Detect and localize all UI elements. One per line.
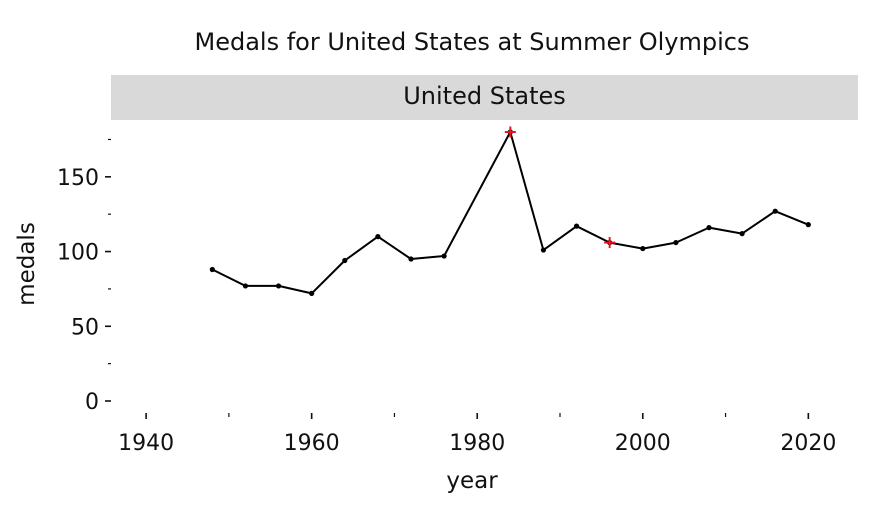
x-axis-label: year (446, 468, 498, 494)
y-tick-label: 100 (57, 241, 99, 266)
x-tick-label: 1980 (449, 431, 505, 456)
data-point (673, 239, 679, 246)
highlight-layer (504, 126, 616, 249)
data-point (739, 231, 745, 237)
data-point (242, 283, 249, 289)
data-point (375, 234, 381, 240)
data-point (805, 222, 811, 228)
y-tick-label: 150 (57, 166, 99, 191)
chart-title: Medals for United States at Summer Olymp… (195, 28, 750, 56)
highlight-marker (504, 126, 516, 138)
data-point (540, 247, 547, 253)
data-point (441, 253, 447, 259)
x-tick-label: 1940 (118, 431, 174, 456)
x-tick-label: 2020 (780, 431, 836, 456)
series-line (211, 131, 809, 295)
y-tick-label: 50 (71, 315, 99, 340)
x-tick-label: 1960 (284, 431, 340, 456)
highlight-marker (604, 237, 616, 249)
facet-label: United States (403, 82, 566, 110)
series-layer (209, 129, 811, 296)
axes: 0 50 100 150 1940 1960 1980 2000 2020 (57, 138, 836, 456)
data-point (309, 290, 315, 296)
data-point (408, 256, 414, 262)
data-point (275, 283, 282, 289)
data-point (342, 257, 348, 264)
x-tick-label: 2000 (615, 431, 671, 456)
y-axis-label: medals (14, 222, 40, 306)
data-point (209, 266, 215, 273)
facet-strip (111, 75, 858, 120)
data-point (640, 245, 646, 252)
data-point (772, 208, 778, 214)
data-point (706, 225, 712, 231)
data-point (573, 223, 580, 229)
y-tick-label: 0 (85, 390, 99, 415)
